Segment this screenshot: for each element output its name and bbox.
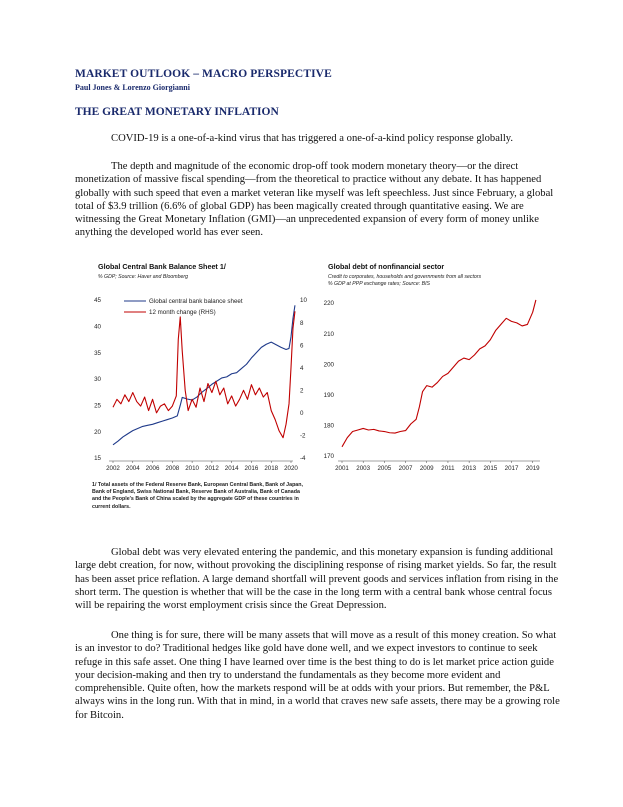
x-tick-label: 2015: [483, 465, 497, 472]
global-debt-chart: Global debt of nonfinancial sector Credit…: [320, 260, 542, 475]
x-tick-label: 2002: [106, 465, 120, 472]
legend-label: 12 month change (RHS): [149, 309, 216, 316]
y-tick-left: 35: [94, 350, 101, 357]
x-tick-label: 2003: [356, 465, 370, 472]
x-tick-label: 2001: [335, 465, 349, 472]
x-tick-label: 2017: [505, 465, 519, 472]
balance-sheet-line: [112, 305, 296, 446]
x-tick-label: 2004: [126, 465, 140, 472]
y-tick: 170: [324, 453, 335, 460]
paragraph-2-text: The depth and magnitude of the economic …: [75, 161, 554, 239]
chart-subtitle: % GDP at PPP exchange rates; Source: BIS: [328, 281, 431, 287]
y-tick: 210: [324, 331, 335, 338]
paragraph-3: Global debt was very elevated entering t…: [75, 546, 561, 612]
paragraph-4-text: One thing is for sure, there will be man…: [75, 630, 560, 721]
y-tick-left: 25: [94, 403, 101, 410]
y-tick: 200: [324, 361, 335, 368]
x-tick-label: 2011: [441, 465, 455, 472]
y-tick-right: 4: [300, 365, 304, 372]
y-tick-right: 8: [300, 320, 304, 327]
y-tick-left: 15: [94, 455, 101, 462]
x-tick-label: 2014: [225, 465, 239, 472]
x-tick-label: 2007: [399, 465, 413, 472]
article-title: THE GREAT MONETARY INFLATION: [75, 106, 279, 118]
chart-subtitle: % GDP; Source: Haver and Bloomberg: [98, 274, 188, 280]
x-tick-label: 2018: [264, 465, 278, 472]
central-bank-balance-sheet-chart: Global Central Bank Balance Sheet 1/ % GD…: [86, 260, 308, 475]
paragraph-1: COVID-19 is a one-of-a-kind virus that h…: [75, 132, 561, 145]
y-tick-right: 2: [300, 387, 304, 394]
y-tick-right: 10: [300, 297, 307, 304]
y-tick-right: -4: [300, 455, 306, 462]
x-tick-label: 2010: [185, 465, 199, 472]
global-debt-chart-svg: Global debt of nonfinancial sector Credit…: [324, 262, 540, 472]
y-tick-left: 30: [94, 376, 101, 383]
x-tick-label: 2012: [205, 465, 219, 472]
chart-title: Global debt of nonfinancial sector: [328, 262, 444, 271]
y-tick-right: -2: [300, 433, 306, 440]
x-tick-label: 2019: [526, 465, 540, 472]
chart-subtitle: Credit to corporates, households and gov…: [328, 274, 482, 280]
chart-footnote: 1/ Total assets of the Federal Reserve B…: [92, 482, 303, 510]
chart-title: Global Central Bank Balance Sheet 1/: [98, 262, 226, 271]
x-tick-label: 2005: [377, 465, 391, 472]
paragraph-2: The depth and magnitude of the economic …: [75, 160, 561, 240]
paragraph-4: One thing is for sure, there will be man…: [75, 629, 561, 722]
x-tick-label: 2013: [462, 465, 476, 472]
section-title: MARKET OUTLOOK – MACRO PERSPECTIVE: [75, 68, 332, 80]
x-tick-label: 2009: [420, 465, 434, 472]
change-line: [112, 311, 296, 439]
paragraph-3-text: Global debt was very elevated entering t…: [75, 547, 559, 612]
y-tick: 190: [324, 392, 335, 399]
y-tick-left: 40: [94, 324, 101, 331]
y-tick-left: 20: [94, 429, 101, 436]
central-bank-chart-svg: Global Central Bank Balance Sheet 1/ % GD…: [94, 262, 307, 472]
y-tick-left: 45: [94, 297, 101, 304]
x-tick-label: 2006: [146, 465, 160, 472]
x-tick-label: 2008: [165, 465, 179, 472]
legend-label: Global central bank balance sheet: [149, 298, 243, 305]
x-tick-label: 2016: [245, 465, 259, 472]
x-tick-label: 2020: [284, 465, 298, 472]
paragraph-1-text: COVID-19 is a one-of-a-kind virus that h…: [111, 133, 514, 144]
authors: Paul Jones & Lorenzo Giorgianni: [75, 83, 190, 92]
y-tick-right: 0: [300, 410, 304, 417]
y-tick: 180: [324, 423, 335, 430]
debt-line: [341, 299, 537, 448]
y-tick: 220: [324, 300, 335, 307]
y-tick-right: 6: [300, 342, 304, 349]
